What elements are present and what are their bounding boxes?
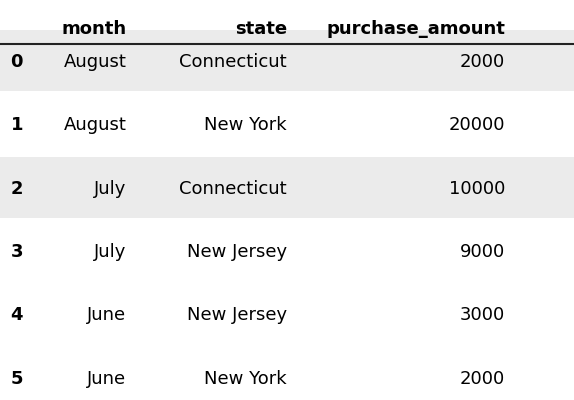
Text: New York: New York — [204, 370, 287, 388]
Text: 10000: 10000 — [449, 180, 505, 198]
FancyBboxPatch shape — [0, 94, 574, 154]
Text: purchase_amount: purchase_amount — [326, 20, 505, 38]
Text: 0: 0 — [10, 53, 23, 71]
Text: month: month — [61, 20, 126, 38]
FancyBboxPatch shape — [0, 284, 574, 344]
FancyBboxPatch shape — [0, 30, 574, 91]
FancyBboxPatch shape — [0, 347, 574, 400]
Text: 4: 4 — [10, 306, 23, 324]
Text: state: state — [235, 20, 287, 38]
Text: 3000: 3000 — [460, 306, 505, 324]
Text: New Jersey: New Jersey — [187, 243, 287, 261]
Text: July: July — [94, 243, 126, 261]
Text: Connecticut: Connecticut — [179, 53, 287, 71]
Text: New Jersey: New Jersey — [187, 306, 287, 324]
Text: 1: 1 — [10, 116, 23, 134]
Text: 5: 5 — [10, 370, 23, 388]
FancyBboxPatch shape — [0, 220, 574, 281]
FancyBboxPatch shape — [0, 157, 574, 218]
Text: 2000: 2000 — [460, 370, 505, 388]
Text: June: June — [87, 370, 126, 388]
Text: 2000: 2000 — [460, 53, 505, 71]
Text: 20000: 20000 — [449, 116, 505, 134]
Text: Connecticut: Connecticut — [179, 180, 287, 198]
Text: August: August — [63, 116, 126, 134]
Text: 9000: 9000 — [460, 243, 505, 261]
Text: New York: New York — [204, 116, 287, 134]
Text: 3: 3 — [10, 243, 23, 261]
Text: August: August — [63, 53, 126, 71]
Text: June: June — [87, 306, 126, 324]
Text: July: July — [94, 180, 126, 198]
Text: 2: 2 — [10, 180, 23, 198]
